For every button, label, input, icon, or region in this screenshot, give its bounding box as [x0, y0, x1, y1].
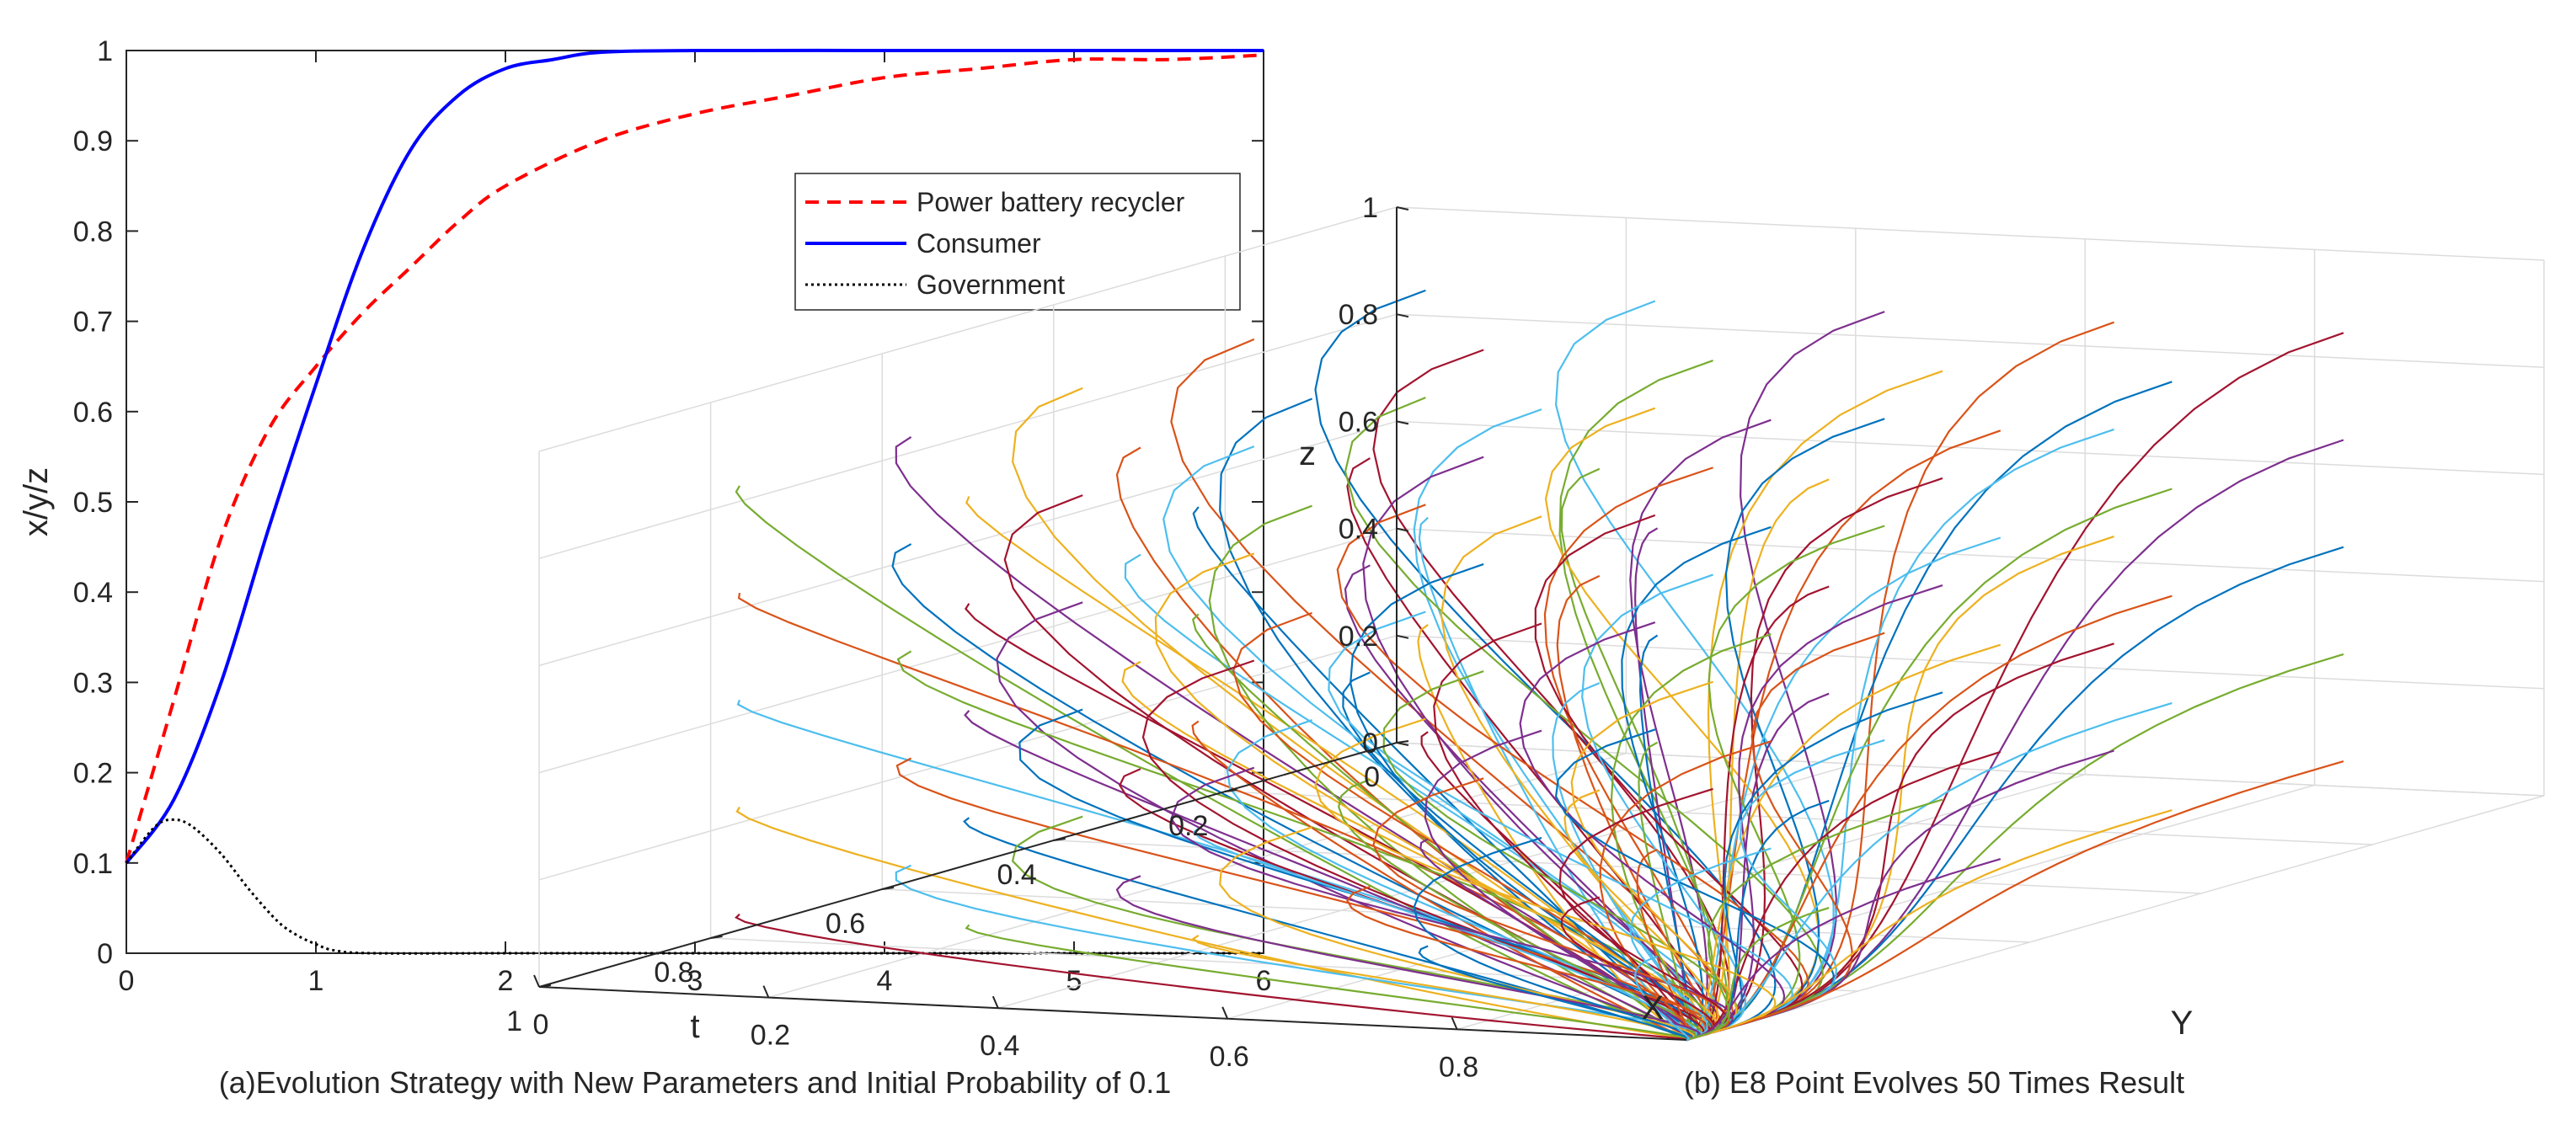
y-tick-label: 0.8 — [1439, 1051, 1478, 1083]
z-tick-mark — [1396, 527, 1409, 532]
y-tick-mark — [762, 985, 770, 998]
z-tick-label: 0.4 — [1339, 514, 1378, 546]
y-tick-label: 0.6 — [1210, 1041, 1249, 1073]
chart-a-ylabel: x/y/z — [18, 467, 55, 536]
y-tick-label: 0 — [533, 1009, 549, 1041]
series-line-1 — [125, 48, 1264, 865]
grid-line — [538, 527, 1398, 774]
trajectory-line — [1633, 956, 1690, 1042]
grid-line — [1396, 206, 2545, 261]
y-tick-label: 0.5 — [73, 487, 113, 519]
x-tick-mark — [882, 887, 895, 890]
grid-line — [1686, 795, 2545, 1041]
z-tick-label: 0.6 — [1339, 406, 1378, 438]
grid-line — [1396, 635, 2545, 690]
x-axis-line — [538, 742, 1398, 988]
chart-b-zlabel: z — [1299, 435, 1316, 472]
grid-line — [538, 206, 1398, 452]
z-tick-label: 1 — [1362, 192, 1378, 224]
legend-label-consumer: Consumer — [917, 228, 1041, 259]
chart-b-ticks: 00.20.40.60.81 0 0.2 0.4 0.6 0.800.20.40.60.8… — [506, 192, 1478, 1083]
y-tick-mark — [533, 974, 540, 988]
x-tick-label: 4 — [877, 965, 893, 997]
z-tick-label: 0.8 — [1339, 299, 1378, 331]
x-tick-label: 6 — [1256, 965, 1272, 997]
y-tick-label: 0.8 — [73, 216, 113, 248]
x-tick-label: 5 — [1066, 965, 1082, 997]
y-tick-mark — [991, 995, 999, 1009]
y-tick-label: 0.1 — [73, 848, 113, 880]
chart-b-caption: (b) E8 Point Evolves 50 Times Result — [1684, 1065, 2184, 1100]
x-tick-label: 0 — [119, 965, 135, 997]
trajectory-line — [1686, 907, 1830, 1041]
chart-a-caption: (a)Evolution Strategy with New Parameter… — [219, 1065, 1172, 1100]
y-tick-label: 1 — [97, 35, 113, 67]
z-tick-label: 0 — [1362, 728, 1378, 760]
grid-line — [538, 635, 1398, 881]
y-tick-label: 0.4 — [980, 1030, 1019, 1062]
y-tick-label: 0.2 — [751, 1020, 790, 1052]
x-tick-mark — [1225, 789, 1237, 792]
series-line-0 — [125, 53, 1264, 864]
chart-b-ylabel: Y — [2171, 1005, 2194, 1042]
z-tick-mark — [1396, 634, 1409, 639]
chart-a-xlabel: t — [690, 1008, 699, 1045]
y-tick-label: 0.9 — [73, 125, 113, 157]
z-tick-mark — [1396, 313, 1409, 318]
x-tick-label: 0 — [1364, 761, 1380, 793]
trajectory-line — [1695, 546, 2344, 1039]
y-tick-mark — [1451, 1017, 1458, 1030]
grid-line — [1396, 527, 2545, 583]
y-tick-label: 0.2 — [73, 758, 113, 790]
x-tick-mark — [710, 936, 723, 939]
chart-a: 0 1 2 3 4 5 600.10.20.30.40.50.60.70.80.91 t x… — [18, 35, 1271, 1100]
legend-label-government: Government — [917, 269, 1065, 300]
grid-line — [538, 420, 1398, 667]
chart-a-series — [125, 48, 1264, 955]
x-tick-label: 0.6 — [826, 908, 865, 940]
y-tick-label: 0.4 — [73, 577, 113, 609]
y-tick-label: 0.7 — [73, 307, 113, 339]
x-tick-label: 0.4 — [997, 859, 1037, 891]
x-tick-label: 1 — [308, 965, 324, 997]
legend-label-recycler: Power battery recycler — [917, 187, 1185, 217]
trajectory-line — [1695, 439, 2344, 1039]
z-tick-label: 0.2 — [1339, 621, 1378, 653]
x-tick-label: 3 — [687, 965, 703, 997]
y-tick-mark — [1221, 1006, 1229, 1020]
x-tick-mark — [538, 984, 552, 988]
y-tick-label: 0.3 — [73, 667, 113, 699]
z-tick-mark — [1396, 206, 1409, 211]
z-tick-mark — [1396, 742, 1409, 746]
chart-b-xlabel: X — [1642, 989, 1665, 1026]
grid-line — [538, 313, 1398, 559]
z-tick-mark — [1396, 420, 1409, 425]
chart-b: 00.20.40.60.81 0 0.2 0.4 0.6 0.800.20.40.60.8… — [506, 192, 2545, 1100]
x-tick-label: 0.2 — [1168, 810, 1208, 842]
grid-line — [1396, 420, 2545, 476]
x-tick-label: 2 — [498, 965, 514, 997]
y-tick-label: 0.6 — [73, 397, 113, 429]
x-tick-mark — [1053, 838, 1066, 841]
grid-line — [1227, 774, 2086, 1020]
chart-a-legend: Power battery recycler Consumer Governme… — [794, 173, 1241, 311]
x-tick-label: 0.8 — [654, 957, 693, 989]
grid-line — [1396, 313, 2545, 368]
y-axis-line — [538, 986, 1687, 1041]
y-tick-label: 0 — [97, 938, 113, 970]
chart-b-trajectories — [735, 289, 2344, 1042]
x-tick-label: 1 — [506, 1005, 522, 1037]
series-line-2 — [125, 818, 1264, 955]
grid-line — [1396, 742, 2545, 797]
chart-b-axes — [538, 207, 1687, 1041]
